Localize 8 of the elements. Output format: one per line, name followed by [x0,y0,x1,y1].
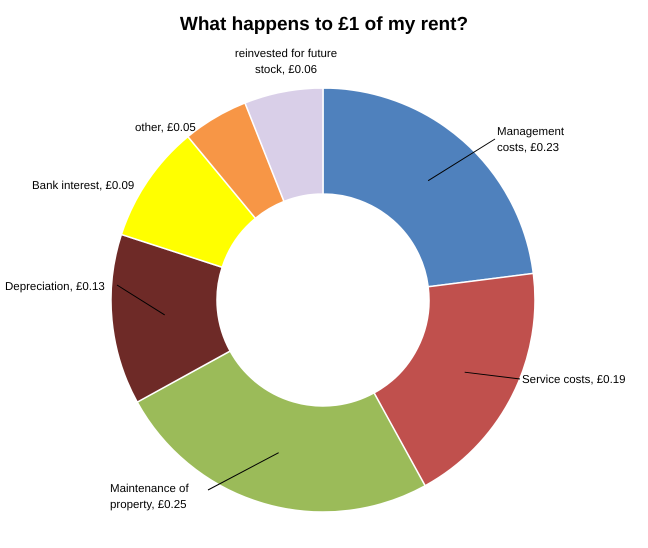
chart-title: What happens to £1 of my rent? [180,14,468,35]
slice-label: Service costs, £0.19 [522,374,626,386]
slice-label: Management costs, £0.23 [497,126,565,154]
slice-label: other, £0.05 [135,122,196,134]
slice-label: Maintenance of property, £0.25 [110,483,190,511]
slice-label: reinvested for future stock, £0.06 [234,48,338,76]
slice-label: Bank interest, £0.09 [32,180,134,192]
slice-label: Depreciation, £0.13 [5,281,105,293]
